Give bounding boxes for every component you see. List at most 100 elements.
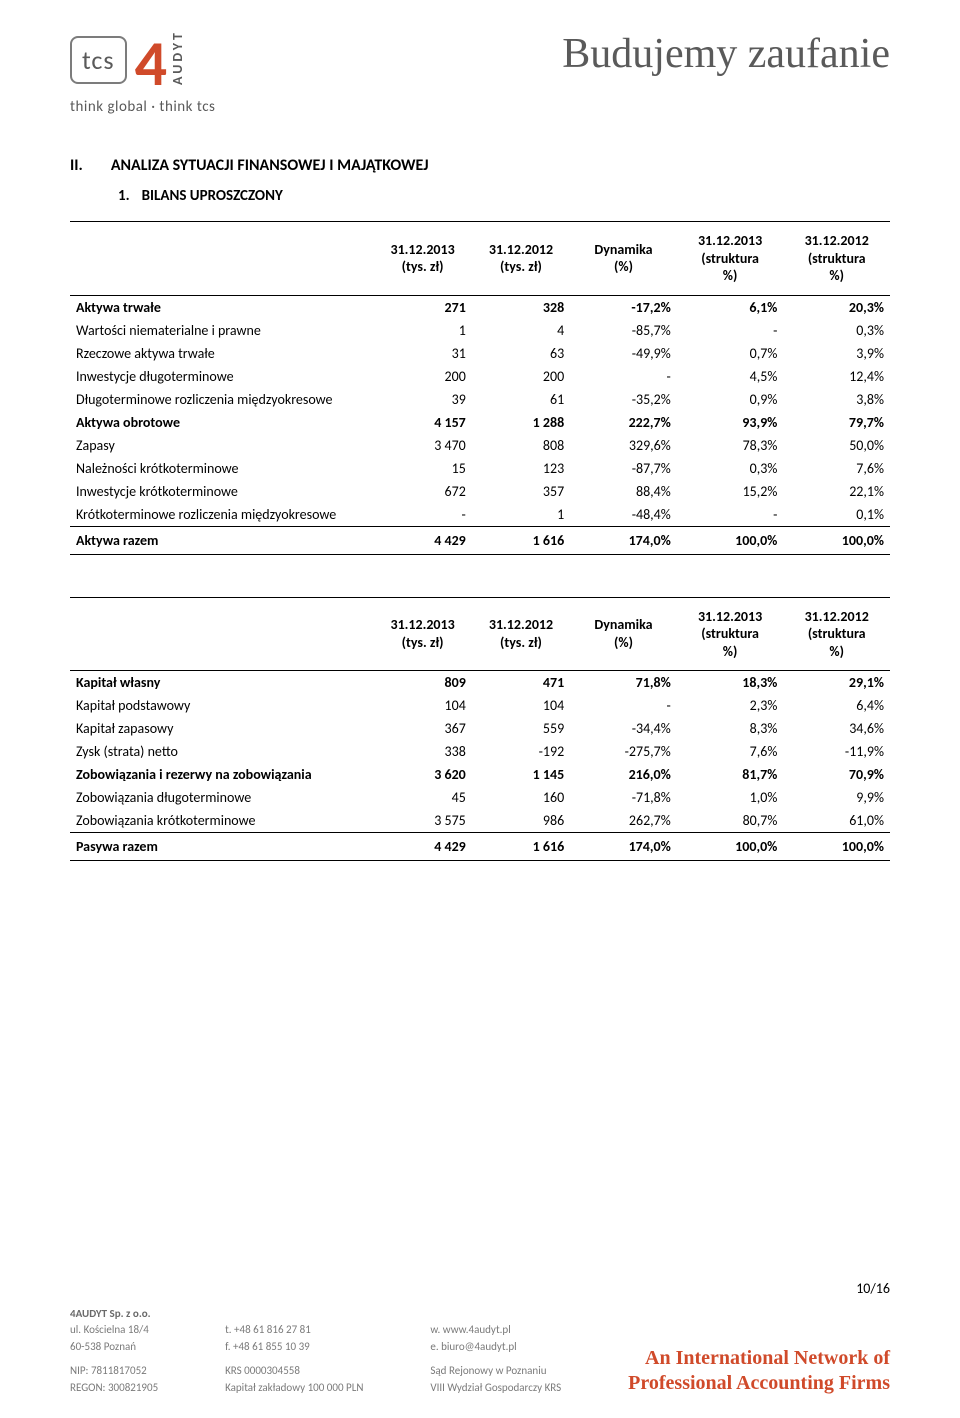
- total-value: 4 429: [373, 833, 471, 861]
- row-value: -71,8%: [570, 786, 677, 809]
- footer-company-name: 4AUDYT Sp. z o.o.: [70, 1306, 158, 1323]
- row-value: 7,6%: [783, 457, 890, 480]
- total-value: 174,0%: [570, 833, 677, 861]
- assets-table-head: 31.12.2013(tys. zł) 31.12.2012(tys. zł) …: [70, 222, 890, 296]
- row-value: 18,3%: [677, 671, 784, 695]
- row-value: 80,7%: [677, 809, 784, 833]
- row-value: -: [373, 503, 471, 527]
- section-heading: II. ANALIZA SYTUACJI FINANSOWEJ I MAJĄTK…: [70, 156, 890, 175]
- row-value: 15: [373, 457, 471, 480]
- table-row: Zobowiązania długoterminowe45160-71,8%1,…: [70, 786, 890, 809]
- row-value: -49,9%: [570, 342, 677, 365]
- liabilities-table-body: Kapitał własny80947171,8%18,3%29,1%Kapit…: [70, 671, 890, 861]
- row-value: 31: [373, 342, 471, 365]
- footer-fax: f. +48 61 855 10 39: [225, 1339, 363, 1356]
- footer-addr2: 60-538 Poznań: [70, 1339, 158, 1356]
- row-value: 88,4%: [570, 480, 677, 503]
- row-label: Inwestycje krótkoterminowe: [70, 480, 373, 503]
- row-value: 104: [472, 694, 570, 717]
- row-value: 222,7%: [570, 411, 677, 434]
- document-page: tcs 4 AUDYT think global · think tcs Bud…: [0, 0, 960, 1418]
- logo-4audyt-icon: 4 AUDYT: [135, 30, 186, 90]
- row-value: 809: [373, 671, 471, 695]
- footer-email: e. biuro@4audyt.pl: [430, 1339, 561, 1356]
- table-row: Zysk (strata) netto338-192-275,7%7,6%-11…: [70, 740, 890, 763]
- row-value: 78,3%: [677, 434, 784, 457]
- total-value: 174,0%: [570, 526, 677, 554]
- row-value: 3 620: [373, 763, 471, 786]
- total-value: 1 616: [472, 833, 570, 861]
- row-value: -: [677, 319, 784, 342]
- row-label: Aktywa obrotowe: [70, 411, 373, 434]
- row-value: 200: [472, 365, 570, 388]
- row-value: 29,1%: [783, 671, 890, 695]
- row-value: 0,9%: [677, 388, 784, 411]
- row-value: 63: [472, 342, 570, 365]
- table-row: Zobowiązania i rezerwy na zobowiązania3 …: [70, 763, 890, 786]
- assets-table-body: Aktywa trwałe271328-17,2%6,1%20,3%Wartoś…: [70, 295, 890, 554]
- row-value: 2,3%: [677, 694, 784, 717]
- row-value: -11,9%: [783, 740, 890, 763]
- row-value: 50,0%: [783, 434, 890, 457]
- col-header-dynamics: Dynamika(%): [570, 597, 677, 671]
- liabilities-table-head: 31.12.2013(tys. zł) 31.12.2012(tys. zł) …: [70, 597, 890, 671]
- col-header-struct-2013: 31.12.2013(struktura%): [677, 222, 784, 296]
- row-label: Kapitał własny: [70, 671, 373, 695]
- row-value: 328: [472, 295, 570, 319]
- table-row: Aktywa obrotowe4 1571 288222,7%93,9%79,7…: [70, 411, 890, 434]
- row-value: 4: [472, 319, 570, 342]
- row-value: 15,2%: [677, 480, 784, 503]
- footer-court2: VIII Wydział Gospodarczy KRS: [430, 1380, 561, 1397]
- footer-brand: An International Network of Professional…: [628, 1346, 890, 1396]
- table-row: Zobowiązania krótkoterminowe3 575986262,…: [70, 809, 890, 833]
- row-value: 986: [472, 809, 570, 833]
- row-value: 3 575: [373, 809, 471, 833]
- section-title-text: ANALIZA SYTUACJI FINANSOWEJ I MAJĄTKOWEJ: [111, 156, 429, 175]
- col-header-struct-2012: 31.12.2012(struktura%): [783, 222, 890, 296]
- footer-tel: t. +48 61 816 27 81: [225, 1322, 363, 1339]
- footer-www: w. www.4audyt.pl: [430, 1322, 561, 1339]
- row-value: 123: [472, 457, 570, 480]
- row-value: 367: [373, 717, 471, 740]
- total-value: 100,0%: [677, 526, 784, 554]
- page-header: tcs 4 AUDYT think global · think tcs Bud…: [70, 30, 890, 116]
- subsection-title-text: BILANS UPROSZCZONY: [142, 187, 283, 205]
- row-value: 1: [373, 319, 471, 342]
- row-value: 0,3%: [677, 457, 784, 480]
- table-row: Wartości niematerialne i prawne14-85,7%-…: [70, 319, 890, 342]
- footer-nip: NIP: 7811817052: [70, 1363, 158, 1380]
- row-value: 8,3%: [677, 717, 784, 740]
- table-row: Kapitał własny80947171,8%18,3%29,1%: [70, 671, 890, 695]
- col-header-struct-2012: 31.12.2012(struktura%): [783, 597, 890, 671]
- row-value: -34,4%: [570, 717, 677, 740]
- row-value: 1 288: [472, 411, 570, 434]
- row-value: 93,9%: [677, 411, 784, 434]
- row-label: Długoterminowe rozliczenia międzyokresow…: [70, 388, 373, 411]
- table-row: Kapitał zapasowy367559-34,4%8,3%34,6%: [70, 717, 890, 740]
- table-row: Długoterminowe rozliczenia międzyokresow…: [70, 388, 890, 411]
- row-value: 200: [373, 365, 471, 388]
- table-total-row: Pasywa razem4 4291 616174,0%100,0%100,0%: [70, 833, 890, 861]
- footer-addr1: ul. Kościelna 18/4: [70, 1322, 158, 1339]
- row-value: 0,1%: [783, 503, 890, 527]
- row-value: 0,7%: [677, 342, 784, 365]
- table-row: Zapasy3 470808329,6%78,3%50,0%: [70, 434, 890, 457]
- table-row: Rzeczowe aktywa trwałe3163-49,9%0,7%3,9%: [70, 342, 890, 365]
- row-value: 357: [472, 480, 570, 503]
- table-total-row: Aktywa razem4 4291 616174,0%100,0%100,0%: [70, 526, 890, 554]
- row-value: -35,2%: [570, 388, 677, 411]
- row-value: 262,7%: [570, 809, 677, 833]
- row-value: 329,6%: [570, 434, 677, 457]
- row-label: Inwestycje długoterminowe: [70, 365, 373, 388]
- row-value: 45: [373, 786, 471, 809]
- row-value: 104: [373, 694, 471, 717]
- row-value: 1 145: [472, 763, 570, 786]
- footer-regon: REGON: 300821905: [70, 1380, 158, 1397]
- row-value: 20,3%: [783, 295, 890, 319]
- footer-web: w. www.4audyt.pl e. biuro@4audyt.pl Sąd …: [430, 1322, 561, 1396]
- row-value: 672: [373, 480, 471, 503]
- row-value: -: [677, 503, 784, 527]
- row-value: 559: [472, 717, 570, 740]
- subsection-heading: 1. BILANS UPROSZCZONY: [118, 187, 890, 205]
- footer-court1: Sąd Rejonowy w Poznaniu: [430, 1363, 561, 1380]
